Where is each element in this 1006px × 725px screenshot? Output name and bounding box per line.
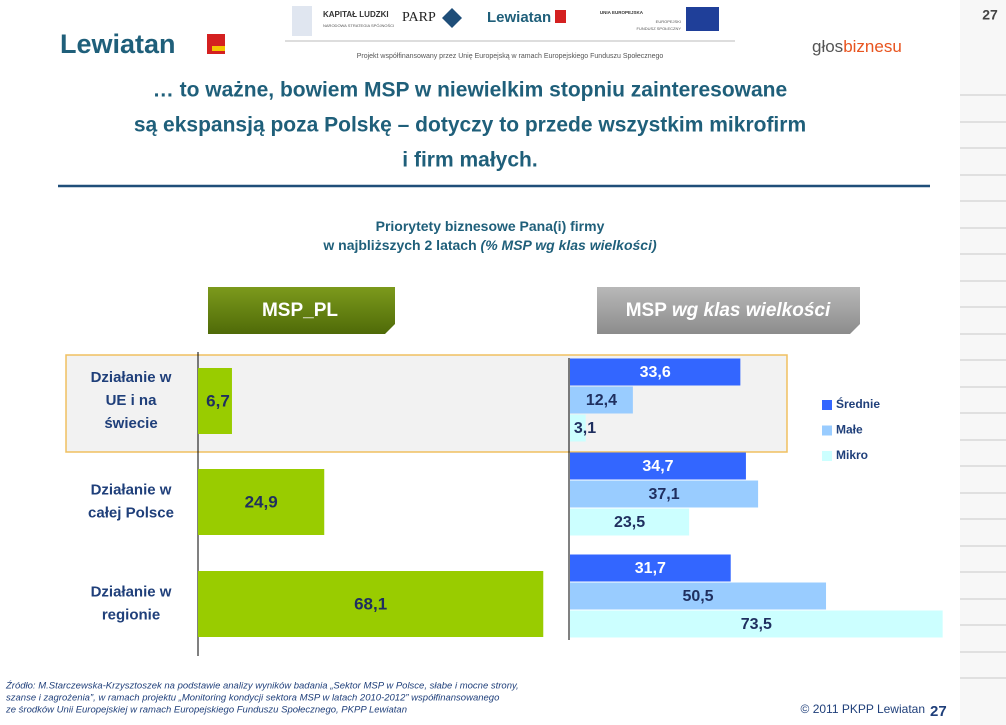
category-label: całej Polsce <box>88 504 174 521</box>
legend-label: Mikro <box>836 448 868 462</box>
right-logo-part: głos <box>812 37 843 56</box>
right-logo-part: biznesu <box>843 37 902 56</box>
chart-title-line: Priorytety biznesowe Pana(i) firmy <box>376 218 605 234</box>
chart-label: MSP wg klas wielkości <box>626 300 831 321</box>
category-label: Działanie w <box>91 369 172 386</box>
value-label: 73,5 <box>741 616 772 633</box>
headline: i firm małych. <box>402 149 537 172</box>
bar <box>198 368 232 434</box>
category-label: Działanie w <box>91 583 172 600</box>
partner: PARP <box>402 10 436 25</box>
page-number: 27 <box>930 703 947 720</box>
logo-icon <box>212 46 225 51</box>
value-label: 68,1 <box>354 594 387 613</box>
bar <box>570 508 690 536</box>
legend-swatch <box>822 400 832 410</box>
page-number: 27 <box>982 7 998 23</box>
value-label: 50,5 <box>682 588 713 605</box>
source: ze środków Unii Europejskiej w ramach Eu… <box>5 705 407 716</box>
headline: … to ważne, bowiem MSP w niewielkim stop… <box>153 79 787 102</box>
partner-icon <box>292 6 312 36</box>
partner: KAPITAŁ LUDZKI <box>323 10 389 19</box>
bar <box>570 582 827 610</box>
chart-title: w najbliższych 2 latach (% MSP wg klas w… <box>322 237 657 253</box>
bar <box>570 358 741 386</box>
value-label: 33,6 <box>640 364 671 381</box>
legend <box>805 385 905 470</box>
copyright: © 2011 PKPP Lewiatan <box>801 702 925 716</box>
legend-swatch <box>822 425 832 436</box>
partner-icon <box>442 8 462 28</box>
chart-title-line: w najbliższych 2 latach <box>322 237 476 253</box>
partner: FUNDUSZ SPOŁECZNY <box>637 26 682 31</box>
value-label: 12,4 <box>586 392 617 409</box>
bar <box>570 414 586 442</box>
partner: Lewiatan <box>487 9 551 26</box>
side-lines <box>960 94 1006 679</box>
right-logo: głosbiznesu <box>812 37 902 56</box>
source: szanse i zagrożenia”, w ramach projektu … <box>6 693 499 704</box>
bar <box>570 554 731 582</box>
value-label: 23,5 <box>614 514 645 531</box>
legend-label: Średnie <box>836 396 880 411</box>
value-label: 24,9 <box>245 492 278 511</box>
bar <box>198 469 325 535</box>
value-label: 3,1 <box>574 420 596 437</box>
category-label: świecie <box>104 415 157 432</box>
value-label: 34,7 <box>642 458 673 475</box>
chart-label-box <box>597 287 860 334</box>
chart-label-part: MSP <box>626 300 672 321</box>
chart-label-box <box>208 287 395 334</box>
logo: Lewiatan <box>60 29 176 59</box>
legend-swatch <box>822 451 832 461</box>
bar <box>570 610 943 638</box>
category-label: regionie <box>102 606 160 623</box>
bar <box>570 480 759 508</box>
partner: NARODOWA STRATEGIA SPÓJNOŚCI <box>323 23 394 28</box>
bar <box>570 386 633 414</box>
partner-icon <box>555 10 566 23</box>
bar <box>198 571 544 637</box>
chart-label-part: wg klas wielkości <box>672 300 831 321</box>
value-label: 37,1 <box>648 486 679 503</box>
value-label: 31,7 <box>635 560 666 577</box>
partner: EUROPEJSKI <box>656 19 681 24</box>
value-label: 6,7 <box>206 391 230 410</box>
chart-label: MSP_PL <box>262 300 338 321</box>
bar <box>570 452 746 480</box>
source: Źródło: M.Starczewska-Krzysztoszek na po… <box>5 681 519 692</box>
eu-flag <box>686 7 719 31</box>
category-label: UE i na <box>106 392 158 409</box>
category-label: Działanie w <box>91 481 172 498</box>
headline: są ekspansją poza Polskę – dotyczy to pr… <box>134 114 806 137</box>
partner: UNIA EUROPEJSKA <box>600 10 644 15</box>
chart-title-line: (% MSP wg klas wielkości) <box>481 237 657 253</box>
legend-label: Małe <box>836 423 863 437</box>
funding-note: Projekt współfinansowany przez Unię Euro… <box>357 53 664 60</box>
chart-title: Priorytety biznesowe Pana(i) firmy <box>376 218 605 234</box>
side-strip <box>960 0 1006 725</box>
